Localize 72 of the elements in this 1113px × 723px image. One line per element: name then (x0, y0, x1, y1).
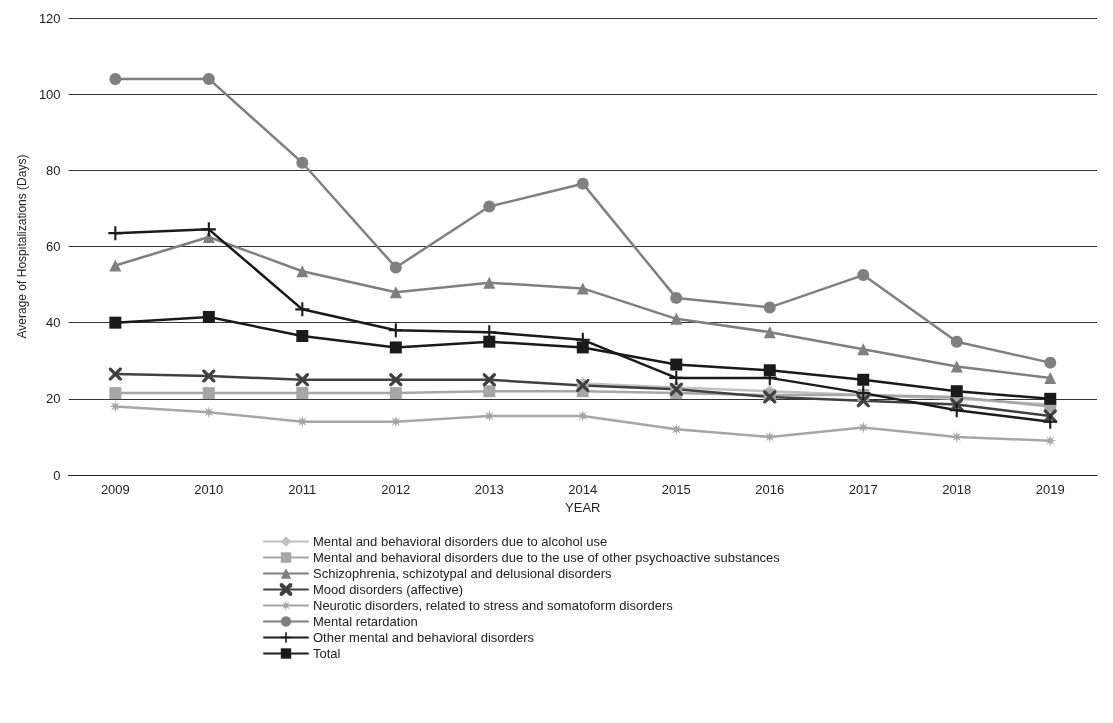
x-tick-label: 2013 (474, 482, 504, 497)
point (109, 72, 122, 85)
legend-label: Other mental and behavioral disorders (313, 630, 535, 645)
point (950, 385, 963, 398)
point (483, 335, 496, 348)
x-tick-label: 2018 (942, 482, 972, 497)
point (389, 286, 402, 299)
legend-label: Mental and behavioral disorders due to alcohol use (313, 534, 608, 549)
point (670, 358, 683, 371)
x-tick-label: 2019 (1035, 482, 1065, 497)
point (296, 387, 309, 400)
point (389, 387, 402, 400)
x-tick-label: 2014 (568, 482, 598, 497)
x-tick-label: 2016 (755, 482, 785, 497)
legend-label: Schizophrenia, schizotypal and delusional disorders (313, 566, 612, 581)
point (670, 312, 683, 325)
point (950, 360, 963, 373)
x-tick-label: 2009 (100, 482, 130, 497)
legend-label: Mental and behavioral disorders due to the use of other psychoactive substances (313, 550, 781, 565)
point (1043, 414, 1058, 429)
point (109, 316, 122, 329)
y-tick-label: 60 (46, 239, 61, 254)
point (763, 326, 776, 339)
x-tick-label: 2015 (661, 482, 691, 497)
point (669, 370, 684, 385)
point (576, 177, 589, 190)
point (1044, 356, 1057, 369)
point (576, 282, 589, 295)
x-axis-title: YEAR (565, 499, 601, 515)
point (202, 72, 215, 85)
point (296, 265, 309, 278)
point (389, 261, 402, 274)
y-tick-label: 20 (46, 391, 61, 407)
point (670, 291, 683, 304)
legend-label: Total (313, 646, 341, 661)
point (109, 259, 122, 272)
point (857, 269, 870, 282)
y-tick-label: 80 (46, 162, 61, 178)
x-tick-label: 2010 (194, 482, 224, 497)
legend-label: Mental retardation (313, 614, 418, 629)
point (483, 385, 496, 398)
point (483, 200, 496, 213)
y-tick-label: 120 (38, 10, 61, 26)
y-axis-title: Average of Hospitalizations (Days) (15, 154, 29, 339)
point (1044, 392, 1057, 405)
point (296, 330, 309, 342)
point (109, 387, 122, 400)
x-tick-label: 2011 (288, 482, 317, 497)
point (483, 276, 496, 289)
point (576, 341, 589, 354)
point (388, 323, 403, 338)
point (763, 364, 776, 377)
point (296, 156, 309, 169)
point (201, 222, 216, 237)
legend-label: Mood disorders (affective) (313, 582, 464, 597)
point (108, 226, 123, 241)
point (202, 310, 215, 323)
x-tick-label: 2012 (381, 482, 411, 497)
point (857, 373, 870, 386)
legend-label: Neurotic disorders, related to stress and somatoform disorders (313, 598, 674, 613)
point (857, 343, 870, 356)
point (1044, 371, 1057, 384)
point (950, 335, 963, 348)
point (763, 301, 776, 314)
y-tick-label: 0 (53, 467, 61, 483)
point (202, 387, 215, 400)
x-tick-label: 2017 (848, 482, 878, 497)
y-tick-label: 100 (38, 86, 61, 102)
point (389, 341, 402, 354)
point (949, 403, 964, 418)
point (295, 302, 310, 317)
y-tick-label: 40 (46, 315, 61, 331)
